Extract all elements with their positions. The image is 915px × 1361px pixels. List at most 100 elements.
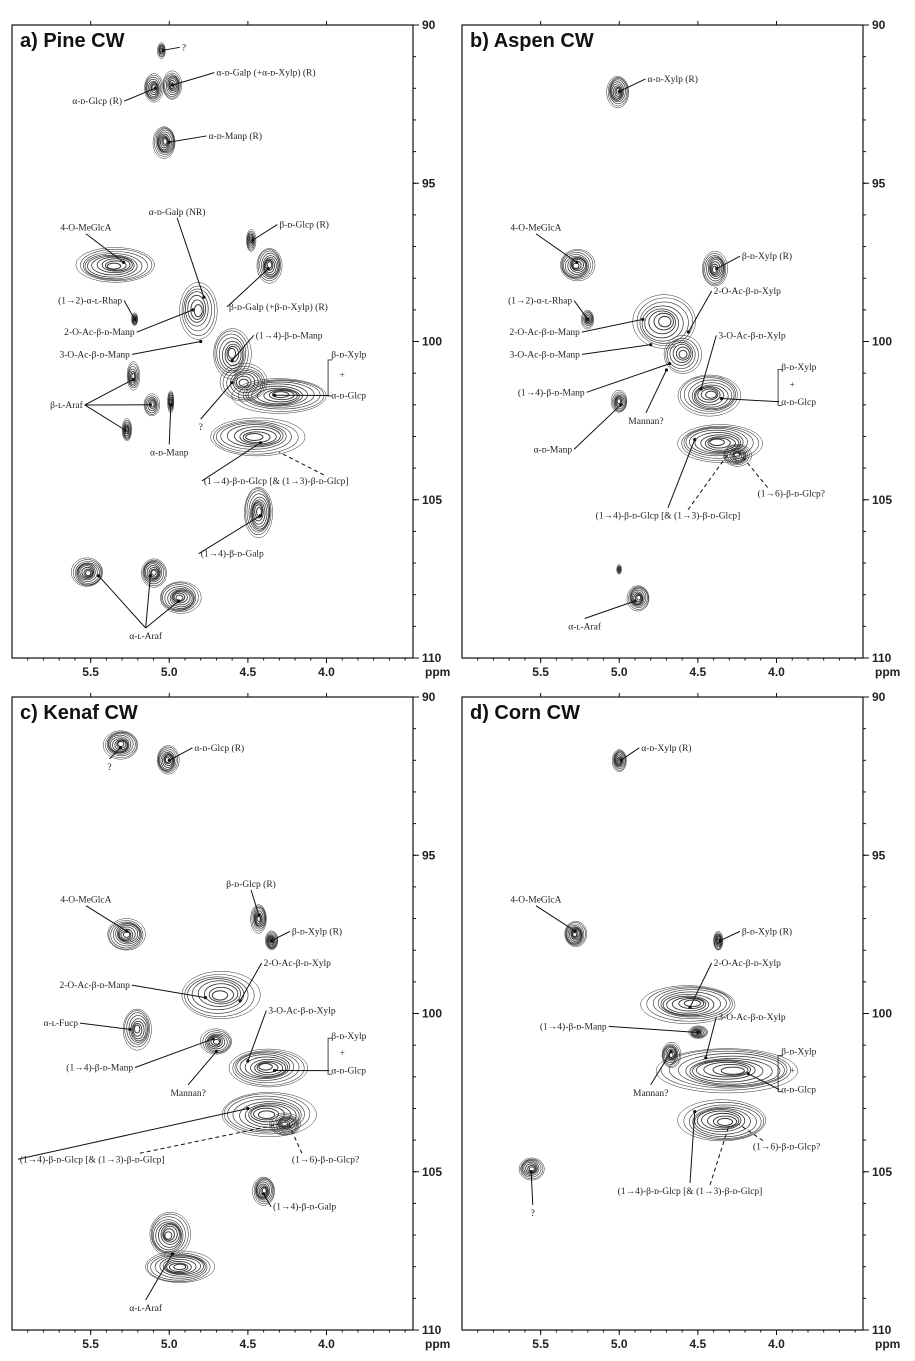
- leader-arrowhead: [131, 377, 135, 382]
- peak-annotation: Mannan?: [633, 1089, 668, 1099]
- leader-arrowhead: [529, 1170, 533, 1174]
- peak-annotation: β-ᴅ-Xylp (R): [292, 926, 342, 937]
- leader-arrowhead: [122, 260, 126, 264]
- leader-arrowhead: [177, 599, 181, 603]
- peak-annotation: α-ᴅ-Galp (NR): [149, 207, 206, 218]
- contour-peak: [162, 70, 182, 100]
- x-tick-label: 5.0: [161, 665, 178, 679]
- leader-line: [98, 575, 147, 629]
- leader-line: [84, 379, 134, 406]
- peak-annotation: (1→4)-β-ᴅ-Manp: [540, 1021, 607, 1032]
- peak-annotation: 2-O-Ac-β-ᴅ-Manp: [509, 328, 580, 338]
- peak-annotation: Mannan?: [628, 417, 663, 427]
- leader-line: [198, 515, 261, 555]
- leader-line: [619, 78, 646, 92]
- peak-annotation: β-ᴅ-Glcp (R): [279, 220, 329, 231]
- contour-peak: [655, 1048, 798, 1094]
- leader-arrowhead: [699, 387, 703, 391]
- peak-annotation: β-ᴅ-Xylp (R): [742, 251, 792, 262]
- peak-annotation: 2-O-Ac-β-ᴅ-Xylp: [714, 287, 782, 297]
- leader-arrowhead: [667, 362, 672, 366]
- leader-arrowhead: [230, 358, 234, 363]
- y-tick-label: 105: [422, 493, 442, 507]
- leader-line: [172, 72, 215, 86]
- peak-annotation: 2-O-Ac-β-ᴅ-Xylp: [714, 959, 782, 969]
- leader-arrowhead: [211, 1037, 215, 1041]
- peak-annotation: β-ᴅ-Xylp: [781, 1048, 816, 1058]
- peak-annotation: (1→4)-β-ᴅ-Manp: [518, 387, 585, 398]
- contour-peak: [152, 126, 176, 159]
- contour-peak: [70, 557, 103, 587]
- leader-arrowhead: [246, 1059, 250, 1063]
- peak-annotation: α-ᴅ-Galp (+α-ᴅ-Xylp) (R): [216, 68, 315, 79]
- leader-arrowhead: [633, 599, 637, 603]
- leader-arrowhead: [230, 381, 234, 385]
- y-tick-label: 100: [872, 1007, 892, 1021]
- leader-arrowhead: [688, 1005, 692, 1009]
- peak-annotation: α-ʟ-Araf: [568, 622, 602, 633]
- peak-annotation: (1→2)-α-ʟ-Rhap: [58, 296, 122, 307]
- x-tick-label: 4.5: [690, 665, 707, 679]
- leader-line: [145, 575, 151, 629]
- y-tick-label: 90: [872, 690, 886, 704]
- peak-annotation: β-ᴅ-Xylp: [331, 1032, 366, 1042]
- panel-title: b) Aspen CW: [470, 30, 594, 52]
- leader-line: [645, 369, 667, 414]
- leader-line: [747, 1073, 780, 1091]
- leader-line: [584, 600, 636, 619]
- leader-arrowhead: [693, 1110, 697, 1114]
- leader-arrowhead: [153, 86, 157, 90]
- leader-line: [573, 404, 622, 450]
- peak-annotation: α-ʟ-Araf: [129, 631, 163, 642]
- leader-arrowhead: [170, 83, 174, 87]
- leader-arrowhead: [148, 574, 152, 578]
- contour-peak: [199, 1028, 232, 1055]
- leader-arrowhead: [718, 939, 722, 943]
- leader-line: [176, 217, 205, 298]
- y-tick-label: 105: [422, 1165, 442, 1179]
- peak-annotation: (1→4)-β-ᴅ-Glcp [& (1→3)-β-ᴅ-Glcp]: [204, 476, 349, 487]
- leader-line: [535, 233, 578, 263]
- leader-line: [689, 962, 713, 1008]
- label-bracket: [777, 1055, 783, 1093]
- leader-arrowhead: [202, 295, 206, 299]
- contour-peak: [606, 76, 629, 109]
- peak-annotation: α-ᴅ-Manp: [534, 445, 573, 455]
- x-unit-label: ppm: [875, 1337, 900, 1351]
- peak-annotation: β-ᴅ-Glcp (R): [226, 879, 276, 890]
- leader-line: [131, 984, 206, 999]
- contour-peak: [564, 921, 588, 947]
- leader-line: [123, 87, 156, 102]
- leader-arrowhead: [214, 1049, 219, 1054]
- leader-line: [168, 404, 172, 445]
- x-tick-label: 5.5: [532, 1337, 549, 1351]
- peak-annotation: α-ᴅ-Xylp (R): [641, 743, 691, 754]
- leader-arrowhead: [246, 1106, 250, 1111]
- peak-annotation: 3-O-Ac-β-ᴅ-Manp: [509, 350, 580, 360]
- leader-arrowhead: [619, 403, 623, 407]
- contour-peak: [141, 558, 167, 588]
- label-bracket: [327, 359, 333, 397]
- x-tick-label: 4.5: [240, 1337, 257, 1351]
- leader-line: [721, 397, 780, 403]
- x-tick-label: 5.5: [82, 1337, 99, 1351]
- y-tick-label: 90: [872, 18, 886, 32]
- leader-line: [250, 889, 260, 916]
- leader-line: [716, 255, 741, 270]
- contour-peak: [213, 328, 252, 380]
- leader-arrowhead: [746, 1072, 750, 1076]
- contour-peak: [221, 1092, 317, 1137]
- dashed-leader-line: [139, 1123, 280, 1154]
- leader-line: [85, 233, 124, 263]
- peak-annotation: α-ᴅ-Glcp: [331, 1067, 366, 1077]
- dashed-leader-line: [279, 451, 325, 476]
- contour-peak: [677, 374, 742, 417]
- peak-annotation: ?: [107, 763, 111, 773]
- leader-line: [271, 930, 291, 942]
- leader-arrowhead: [170, 1252, 174, 1256]
- x-tick-label: 5.0: [161, 1337, 178, 1351]
- contour-peak: [179, 282, 218, 340]
- leader-arrowhead: [693, 438, 697, 442]
